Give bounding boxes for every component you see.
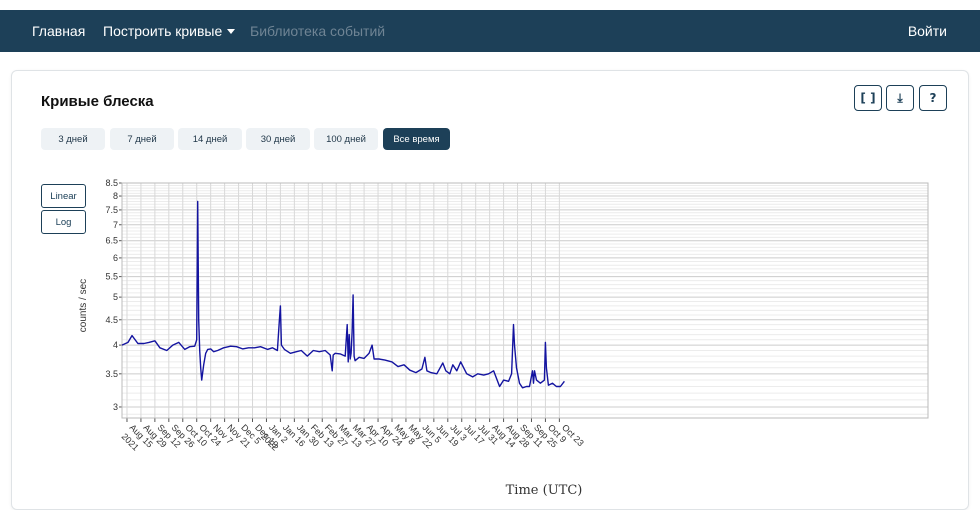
x-axis-label: Time (UTC): [506, 483, 583, 498]
login-link[interactable]: Войти: [907, 23, 947, 39]
log-scale-button[interactable]: Log: [41, 210, 86, 234]
nav-event-library-link[interactable]: Библиотека событий: [250, 23, 386, 39]
range-14-days-button[interactable]: 14 дней: [178, 128, 242, 150]
help-icon: ?: [929, 91, 937, 105]
chevron-down-icon: [227, 29, 236, 34]
y-axis-label: counts / sec: [78, 279, 89, 332]
series-layer: [121, 200, 565, 389]
linear-scale-button[interactable]: Linear: [41, 184, 86, 208]
card-title: Кривые блеска: [41, 93, 154, 110]
download-icon: ⤓: [897, 90, 903, 105]
nav-build-label: Построить кривые: [103, 23, 223, 39]
nav-home-link[interactable]: Главная: [32, 23, 86, 39]
y-tick-label: 3: [113, 402, 118, 412]
y-tick-label: 4.5: [105, 315, 118, 325]
y-tick-label: 6.5: [105, 236, 118, 246]
y-tick-label: 4: [113, 340, 118, 350]
y-tick-label: 8: [113, 191, 118, 201]
range-30-days-button[interactable]: 30 дней: [246, 128, 310, 150]
range-3-days-button[interactable]: 3 дней: [41, 128, 105, 150]
range-7-days-button[interactable]: 7 дней: [110, 128, 174, 150]
y-axis-ticks: 3 3.5 4 4.5 5 5.5 6 6.5 7 7.5 8 8.5: [105, 178, 122, 412]
range-100-days-button[interactable]: 100 дней: [314, 128, 378, 150]
y-tick-label: 7: [113, 220, 118, 230]
top-navbar: Главная Построить кривые Библиотека собы…: [0, 10, 980, 52]
plot-area-frame: [121, 182, 929, 419]
series-line: [121, 200, 565, 389]
download-button[interactable]: ⤓: [886, 85, 914, 111]
fullscreen-button[interactable]: [ ]: [854, 85, 882, 111]
nav-build-curves-dropdown[interactable]: Построить кривые: [103, 23, 236, 39]
y-tick-label: 7.5: [105, 205, 118, 215]
y-tick-label: 3.5: [105, 369, 118, 379]
fullscreen-icon: [ ]: [860, 91, 876, 105]
help-button[interactable]: ?: [919, 85, 947, 111]
y-tick-label: 6: [113, 253, 118, 263]
range-all-time-button[interactable]: Все время: [383, 128, 450, 150]
y-tick-label: 5.5: [105, 272, 118, 282]
chart-grid: [122, 182, 928, 418]
y-tick-label: 5: [113, 292, 118, 302]
y-tick-label: 8.5: [105, 178, 118, 188]
